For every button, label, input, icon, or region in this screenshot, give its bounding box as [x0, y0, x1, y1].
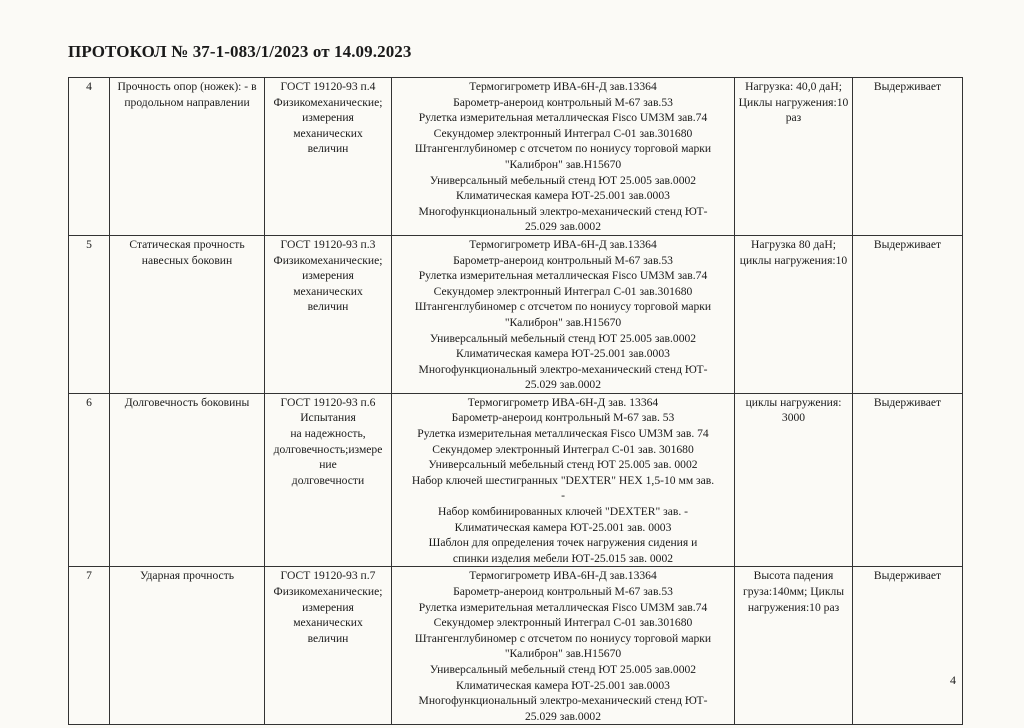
- equipment-cell-line: Термогигрометр ИВА-6Н-Д зав.13364: [469, 237, 657, 251]
- standard-cell-line: на надежность,: [290, 427, 366, 441]
- conditions-cell: Высота падения груза:140мм; Циклы нагруж…: [734, 566, 853, 726]
- standard-cell-line: величин: [307, 631, 349, 645]
- conditions-cell: циклы нагружения: 3000: [734, 392, 853, 568]
- equipment-cell-line: 25.029 зав.0002: [524, 709, 602, 723]
- table-row: 5 Статическая прочность навесных боковин Г…: [68, 234, 963, 394]
- standard-cell-line: Физикомеханические;: [273, 95, 383, 109]
- standard-cell-line: Физикомеханические;: [273, 585, 383, 598]
- standard-cell-line: Физикомеханические;: [273, 253, 383, 267]
- standard-cell-line: величин: [307, 142, 349, 156]
- equipment-cell: Термогигрометр ИВА-6Н-Д зав.13364 Баромет…: [391, 566, 735, 726]
- equipment-cell-line: Рулетка измерительная металлическая Fisc…: [418, 269, 708, 283]
- equipment-cell-line: Барометр-анероид контрольный М-67 зав.53: [453, 95, 673, 109]
- conditions-cell: Нагрузка 80 даН; циклы нагружения:10: [734, 234, 853, 394]
- standard-cell-line: величин: [307, 300, 349, 314]
- standard-cell-line: долговечность;измере: [273, 442, 383, 456]
- equipment-cell-line: Климатическая камера ЮТ-25.001 зав.0003: [456, 347, 670, 361]
- standard-cell-line: измерения: [302, 269, 354, 283]
- equipment-cell-line: -: [561, 489, 565, 503]
- equipment-cell-line: Секундомер электронный Интеграл С-01 зав…: [433, 126, 693, 140]
- equipment-cell-line: Многофункциональный электро-механический…: [418, 204, 708, 218]
- equipment-cell-line: Штангенглубиномер с отсчетом по нониусу …: [414, 142, 712, 156]
- equipment-cell-line: Секундомер электронный Интеграл С-01 зав…: [433, 284, 693, 298]
- test-name-cell: Прочность опор (ножек): - в продольном н…: [109, 77, 265, 236]
- standard-cell-line: измерения: [302, 111, 354, 125]
- standard-cell-line: долговечности: [291, 473, 365, 487]
- equipment-cell-line: Набор комбинированных ключей "DEXTER" за…: [438, 505, 688, 519]
- standard-cell-line: механических: [293, 126, 363, 140]
- equipment-cell-line: Штангенглубиномер с отсчетом по нониусу …: [414, 631, 712, 645]
- standard-cell-line: Испытания: [300, 411, 356, 425]
- equipment-cell-line: Климатическая камера ЮТ-25.001 зав. 0003: [454, 520, 672, 534]
- equipment-cell-line: Барометр-анероид контрольный М-67 зав.53: [453, 253, 673, 267]
- equipment-cell-line: 25.029 зав.0002: [524, 378, 602, 392]
- equipment-cell-line: Барометр-анероид контрольный М-67 зав. 5…: [451, 411, 675, 425]
- result-cell: Выдерживает: [852, 566, 963, 726]
- equipment-cell: Термогигрометр ИВА-6Н-Д зав.13364 Баромет…: [391, 234, 735, 394]
- equipment-cell-line: Термогигрометр ИВА-6Н-Д зав.13364: [469, 569, 657, 583]
- equipment-cell-line: Штангенглубиномер с отсчетом по нониусу …: [414, 300, 712, 314]
- equipment-cell-line: Секундомер электронный Интеграл С-01 зав…: [433, 616, 693, 630]
- standard-cell-line: ГОСТ 19120-93 п.6: [280, 395, 376, 409]
- row-number-cell: 5: [68, 234, 110, 394]
- standard-cell: ГОСТ 19120-93 п.4 Физикомеханические; изме…: [264, 77, 392, 236]
- equipment-cell-line: Барометр-анероид контрольный М-67 зав.53: [453, 585, 673, 598]
- equipment-cell-line: Климатическая камера ЮТ-25.001 зав.0003: [456, 189, 670, 203]
- standard-cell-line: механических: [293, 616, 363, 630]
- standard-cell: ГОСТ 19120-93 п.3 Физикомеханические; изме…: [264, 234, 392, 394]
- equipment-cell-line: Универсальный мебельный стенд ЮТ 25.005 …: [429, 173, 697, 187]
- standard-cell-line: ГОСТ 19120-93 п.3: [280, 237, 376, 251]
- test-name-cell: Долговечность боковины: [109, 392, 265, 568]
- standard-cell-line: ние: [319, 458, 337, 472]
- standard-cell-line: измерения: [302, 600, 354, 614]
- equipment-cell-line: 25.029 зав.0002: [524, 220, 602, 234]
- table-row: 6 Долговечность боковины ГОСТ 19120-93 п.6…: [68, 392, 963, 568]
- test-name-cell: Ударная прочность: [109, 566, 265, 726]
- equipment-cell-line: Термогигрометр ИВА-6Н-Д зав. 13364: [467, 395, 659, 409]
- standard-cell: ГОСТ 19120-93 п.7 Физикомеханические; изме…: [264, 566, 392, 726]
- result-cell: Выдерживает: [852, 392, 963, 568]
- equipment-cell-line: "Калиброн" зав.H15670: [504, 157, 622, 171]
- equipment-cell-line: спинки изделия мебели ЮТ-25.015 зав. 000…: [452, 551, 674, 565]
- test-results-table: 4 Прочность опор (ножек): - в продольном …: [68, 77, 963, 726]
- equipment-cell-line: Универсальный мебельный стенд ЮТ 25.005 …: [428, 458, 698, 472]
- standard-cell-line: механических: [293, 284, 363, 298]
- equipment-cell-line: Рулетка измерительная металлическая Fisc…: [417, 427, 709, 441]
- result-cell: Выдерживает: [852, 77, 963, 236]
- equipment-cell-line: Набор ключей шестигранных "DEXTER" HEX 1…: [411, 473, 715, 487]
- equipment-cell-line: Шаблон для определения точек нагружения …: [428, 536, 698, 550]
- result-cell: Выдерживает: [852, 234, 963, 394]
- equipment-cell-line: Климатическая камера ЮТ-25.001 зав.0003: [456, 678, 670, 692]
- table-row: 7 Ударная прочность ГОСТ 19120-93 п.7 Физик…: [68, 566, 963, 726]
- conditions-cell: Нагрузка: 40,0 даН; Циклы нагружения:10 …: [734, 77, 853, 236]
- equipment-cell: Термогигрометр ИВА-6Н-Д зав. 13364 Бароме…: [391, 392, 735, 568]
- table-row: 4 Прочность опор (ножек): - в продольном …: [68, 77, 963, 236]
- equipment-cell-line: "Калиброн" зав.H15670: [504, 647, 622, 661]
- page-number: 4: [950, 673, 956, 687]
- equipment-cell-line: Многофункциональный электро-механический…: [418, 362, 708, 376]
- equipment-cell: Термогигрометр ИВА-6Н-Д зав.13364 Баромет…: [391, 77, 735, 236]
- protocol-title: ПРОТОКОЛ № 37-1-083/1/2023 от 14.09.2023: [68, 42, 412, 61]
- standard-cell-line: ГОСТ 19120-93 п.4: [280, 80, 376, 93]
- equipment-cell-line: Универсальный мебельный стенд ЮТ 25.005 …: [429, 662, 697, 676]
- equipment-cell-line: Многофункциональный электро-механический…: [418, 694, 708, 708]
- row-number-cell: 4: [68, 77, 110, 236]
- equipment-cell-line: Термогигрометр ИВА-6Н-Д зав.13364: [469, 80, 657, 93]
- equipment-cell-line: Секундомер электронный Интеграл С-01 зав…: [432, 442, 694, 456]
- equipment-cell-line: Рулетка измерительная металлическая Fisc…: [418, 111, 708, 125]
- standard-cell-line: ГОСТ 19120-93 п.7: [280, 569, 376, 583]
- equipment-cell-line: Универсальный мебельный стенд ЮТ 25.005 …: [429, 331, 697, 345]
- row-number-cell: 6: [68, 392, 110, 568]
- equipment-cell-line: "Калиброн" зав.H15670: [504, 315, 622, 329]
- standard-cell: ГОСТ 19120-93 п.6 Испытания на надежность,…: [264, 392, 392, 568]
- row-number-cell: 7: [68, 566, 110, 726]
- equipment-cell-line: Рулетка измерительная металлическая Fisc…: [418, 600, 708, 614]
- test-name-cell: Статическая прочность навесных боковин: [109, 234, 265, 394]
